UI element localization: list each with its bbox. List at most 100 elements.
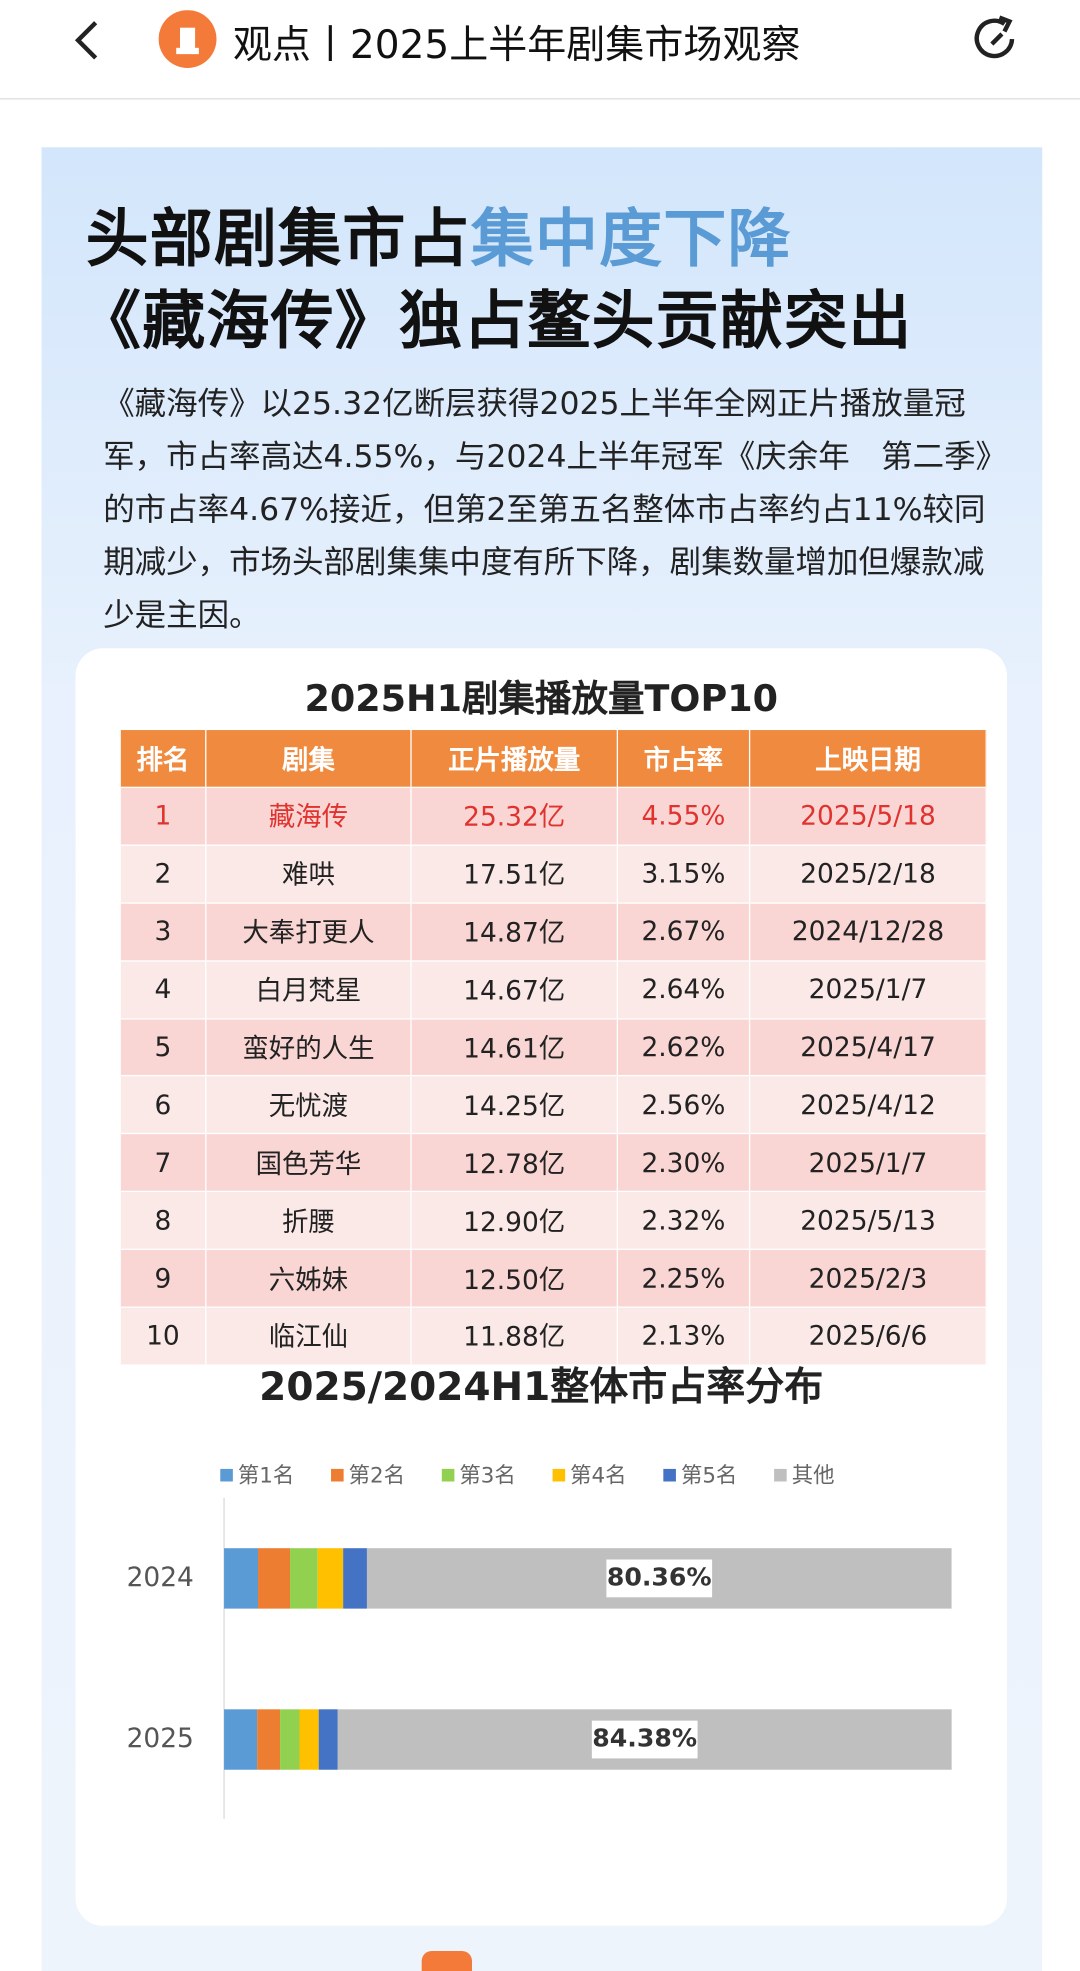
table-cell: 3 <box>120 902 207 961</box>
table-cell: 14.67亿 <box>411 959 618 1019</box>
app-title: 观点丨2025上半年剧集市场观察 <box>232 22 801 68</box>
top-bar: 观点丨2025上半年剧集市场观察 <box>0 0 1080 100</box>
table-cell: 12.90亿 <box>411 1191 618 1250</box>
value-label: 80.36% <box>607 1562 712 1591</box>
headline: 头部剧集市占集中度下降 <box>86 189 792 280</box>
column-header: 正片播放量 <box>411 730 618 788</box>
table-cell: 2025/4/17 <box>749 1017 987 1077</box>
table-cell: 9 <box>120 1248 207 1308</box>
table-row: 8 折腰 12.90亿 2.32% 2025/5/13 <box>120 1191 987 1250</box>
table-cell: 临江仙 <box>205 1306 412 1365</box>
table-row: 3 大奉打更人 14.87亿 2.67% 2024/12/28 <box>120 902 987 961</box>
table-cell: 2.62% <box>617 1017 751 1077</box>
table-cell: 2.13% <box>617 1306 751 1365</box>
legend-swatch <box>552 1468 566 1482</box>
y-tick-label: 2025 <box>127 1723 194 1754</box>
table-row: 4 白月梵星 14.67亿 2.64% 2025/1/7 <box>120 959 987 1019</box>
table-cell: 2025/6/6 <box>749 1306 987 1365</box>
table-cell: 11.88亿 <box>411 1306 618 1365</box>
table-cell: 17.51亿 <box>411 844 618 903</box>
bar-segment <box>280 1709 300 1770</box>
table-cell: 4 <box>120 959 207 1019</box>
table-cell: 折腰 <box>205 1191 412 1250</box>
value-label: 84.38% <box>592 1724 697 1753</box>
table-cell: 大奉打更人 <box>205 902 412 961</box>
legend-label: 其他 <box>792 1463 835 1488</box>
table-row: 2 难哄 17.51亿 3.15% 2025/2/18 <box>120 844 987 903</box>
bar-segment <box>343 1548 367 1609</box>
table-cell: 藏海传 <box>205 786 412 846</box>
ranking-table: 排名 剧集 正片播放量 市占率 上映日期 1 藏海传 25.32亿 4.55% 2025/5/18… <box>120 730 987 1365</box>
legend-swatch <box>220 1468 233 1482</box>
bar-segment <box>317 1548 344 1609</box>
headline-part: 头部剧集市占 <box>85 202 471 276</box>
table-row: 1 藏海传 25.32亿 4.55% 2025/5/18 <box>120 786 987 846</box>
table-cell: 10 <box>120 1306 207 1365</box>
headline: 《藏海传》独占鳌头贡献突出 <box>78 284 913 358</box>
chart-title: 2025/2024H1整体市占率分布 <box>259 1365 823 1410</box>
table-cell: 14.61亿 <box>411 1017 618 1077</box>
app-icon <box>158 10 217 68</box>
legend-swatch <box>331 1468 344 1482</box>
table-row: 5 蛮好的人生 14.61亿 2.62% 2025/4/17 <box>120 1017 987 1077</box>
column-header: 市占率 <box>617 730 751 788</box>
table-cell: 2025/5/13 <box>749 1191 987 1250</box>
table-cell: 2025/2/18 <box>749 844 987 903</box>
bar-segment <box>224 1548 259 1609</box>
y-tick-label: 2024 <box>127 1562 194 1593</box>
table-cell: 国色芳华 <box>205 1133 412 1192</box>
table-cell: 2025/1/7 <box>749 1133 987 1192</box>
table-cell: 14.87亿 <box>411 902 618 961</box>
table-cell: 2025/2/3 <box>749 1248 987 1308</box>
table-cell: 2025/1/7 <box>749 959 987 1019</box>
legend-label: 第5名 <box>681 1463 737 1488</box>
column-header: 剧集 <box>205 730 412 788</box>
table-cell: 难哄 <box>205 844 412 903</box>
table-cell: 六姊妹 <box>205 1248 412 1308</box>
bar-segment <box>290 1548 318 1609</box>
table-cell: 4.55% <box>617 786 751 846</box>
table-cell: 2.67% <box>617 902 751 961</box>
legend-label: 第4名 <box>570 1463 626 1488</box>
table-title: 2025H1剧集播放量TOP10 <box>304 677 779 720</box>
table-cell: 12.78亿 <box>411 1133 618 1192</box>
table-cell: 2.64% <box>617 959 751 1019</box>
back-button[interactable] <box>63 15 113 65</box>
legend-swatch <box>774 1468 787 1482</box>
bar-segment <box>257 1709 281 1770</box>
table-cell: 2.56% <box>617 1075 751 1134</box>
table-cell: 2.32% <box>617 1191 751 1250</box>
table-cell: 2.25% <box>617 1248 751 1308</box>
column-header: 排名 <box>120 730 207 788</box>
table-cell: 7 <box>120 1133 207 1192</box>
paragraph: 《藏海传》以25.32亿断层获得2025上半年全网正片播放量冠军，市占率高达4.… <box>103 385 992 634</box>
legend-label: 第3名 <box>459 1463 515 1488</box>
table-cell: 蛮好的人生 <box>205 1017 412 1077</box>
legend-label: 第2名 <box>349 1463 405 1488</box>
table-cell: 2025/5/18 <box>749 786 987 846</box>
table-cell: 2025/4/12 <box>749 1075 987 1134</box>
table-cell: 2.30% <box>617 1133 751 1192</box>
table-cell: 6 <box>120 1075 207 1134</box>
value-label-bg <box>606 1559 713 1598</box>
refresh-button[interactable] <box>967 10 1025 68</box>
table-cell: 2 <box>120 844 207 903</box>
table-cell: 8 <box>120 1191 207 1250</box>
table-cell: 无忧渡 <box>205 1075 412 1134</box>
legend-swatch <box>663 1468 676 1482</box>
table-cell: 2024/12/28 <box>749 902 987 961</box>
table-cell: 14.25亿 <box>411 1075 618 1134</box>
legend-label: 第1名 <box>238 1463 294 1488</box>
table-row: 6 无忧渡 14.25亿 2.56% 2025/4/12 <box>120 1075 987 1134</box>
chart: 2025/2024H1整体市占率分布 第1名 第2名 第3名 第4名 第5名 其他 2024… <box>127 1365 952 1819</box>
table-cell: 白月梵星 <box>205 959 412 1019</box>
table-row: 9 六姊妹 12.50亿 2.25% 2025/2/3 <box>120 1248 987 1308</box>
bar-segment <box>224 1709 258 1770</box>
table-cell: 12.50亿 <box>411 1248 618 1308</box>
table-cell: 1 <box>120 786 207 846</box>
table-row: 10 临江仙 11.88亿 2.13% 2025/6/6 <box>120 1306 987 1365</box>
value-label-bg <box>591 1720 698 1759</box>
bar-segment <box>318 1709 338 1770</box>
bar-segment <box>299 1709 319 1770</box>
